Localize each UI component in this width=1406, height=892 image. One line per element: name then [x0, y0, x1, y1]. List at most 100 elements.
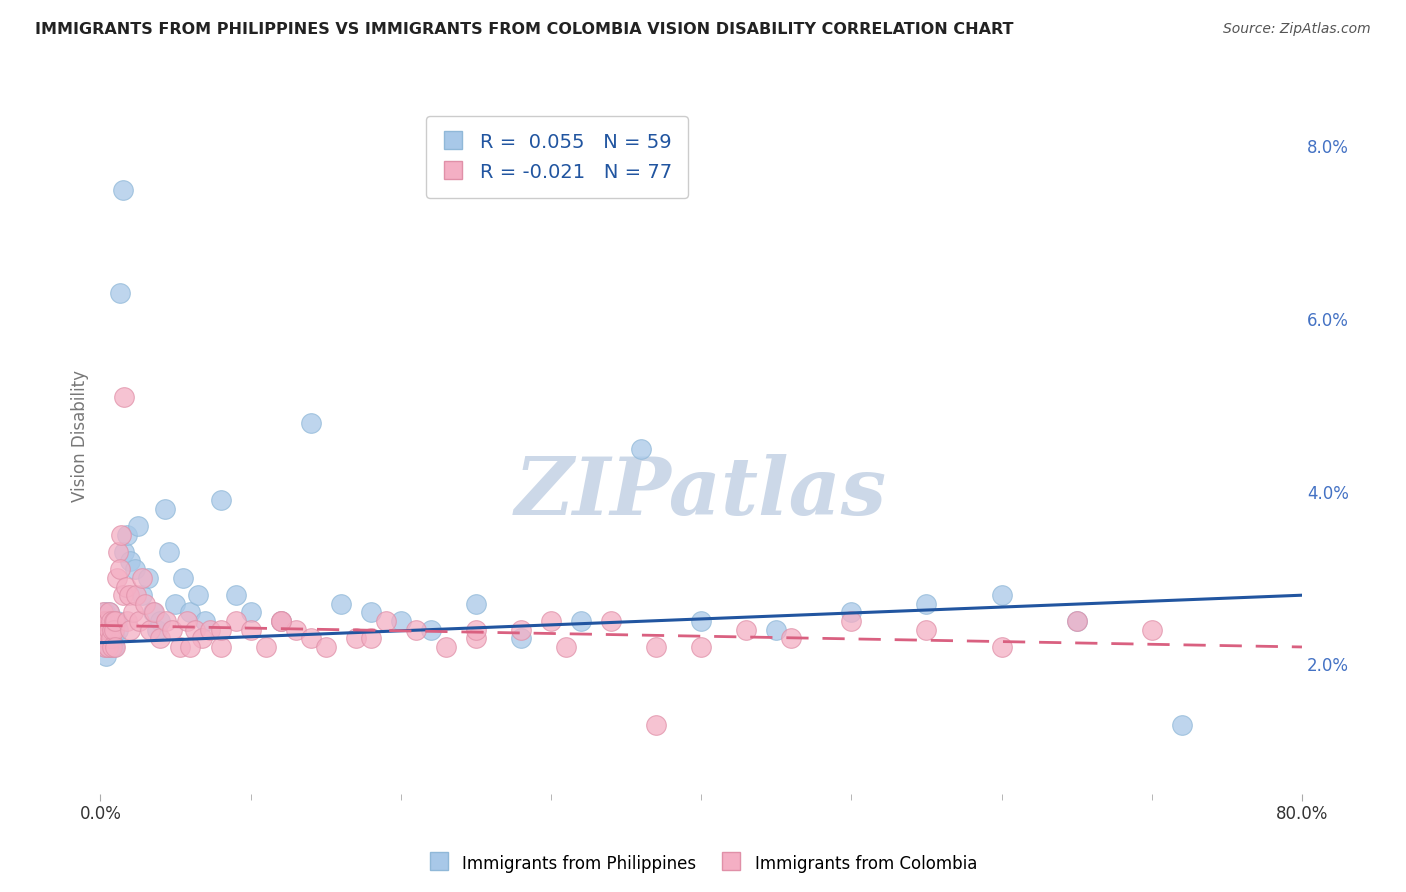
Point: [374, 614, 396, 628]
Point: [101, 614, 124, 628]
Point: [159, 545, 181, 559]
Point: [143, 606, 166, 620]
Point: [127, 519, 149, 533]
Point: [104, 640, 127, 654]
Point: [107, 545, 129, 559]
Point: [103, 623, 125, 637]
Point: [360, 606, 382, 620]
Point: [118, 588, 141, 602]
Point: [915, 623, 938, 637]
Point: [209, 623, 232, 637]
Point: [464, 632, 486, 646]
Point: [103, 640, 125, 654]
Point: [104, 614, 127, 628]
Point: [1140, 623, 1163, 637]
Point: [110, 528, 132, 542]
Point: [434, 640, 457, 654]
Point: [209, 493, 232, 508]
Point: [540, 614, 562, 628]
Point: [124, 562, 146, 576]
Point: [990, 588, 1012, 602]
Point: [191, 632, 214, 646]
Point: [254, 640, 277, 654]
Point: [108, 562, 131, 576]
Point: [149, 614, 172, 628]
Point: [94, 606, 117, 620]
Point: [100, 640, 122, 654]
Point: [125, 588, 148, 602]
Point: [94, 614, 117, 628]
Point: [915, 597, 938, 611]
Point: [187, 588, 209, 602]
Point: [93, 623, 115, 637]
Point: [101, 623, 124, 637]
Point: [93, 606, 115, 620]
Point: [299, 632, 322, 646]
Point: [103, 623, 125, 637]
Point: [107, 623, 129, 637]
Point: [405, 623, 427, 637]
Point: [344, 632, 367, 646]
Y-axis label: Vision Disability: Vision Disability: [72, 369, 89, 501]
Point: [134, 597, 156, 611]
Point: [360, 632, 382, 646]
Point: [990, 640, 1012, 654]
Point: [169, 640, 191, 654]
Point: [172, 571, 194, 585]
Point: [225, 588, 247, 602]
Point: [299, 416, 322, 430]
Point: [90, 614, 112, 628]
Text: ZIPatlas: ZIPatlas: [515, 454, 887, 532]
Point: [97, 614, 120, 628]
Point: [600, 614, 623, 628]
Point: [97, 632, 120, 646]
Point: [94, 640, 117, 654]
Point: [108, 286, 131, 301]
Point: [184, 623, 207, 637]
Legend: Immigrants from Philippines, Immigrants from Colombia: Immigrants from Philippines, Immigrants …: [422, 847, 984, 880]
Point: [569, 614, 592, 628]
Point: [239, 606, 262, 620]
Point: [138, 571, 160, 585]
Point: [509, 623, 531, 637]
Point: [101, 632, 124, 646]
Point: [153, 502, 176, 516]
Point: [841, 606, 863, 620]
Point: [1066, 614, 1088, 628]
Point: [198, 623, 221, 637]
Text: Source: ZipAtlas.com: Source: ZipAtlas.com: [1223, 22, 1371, 37]
Point: [509, 632, 531, 646]
Point: [103, 614, 125, 628]
Point: [329, 597, 352, 611]
Point: [98, 606, 121, 620]
Point: [112, 390, 135, 404]
Point: [117, 614, 139, 628]
Point: [120, 623, 142, 637]
Point: [841, 614, 863, 628]
Point: [176, 614, 198, 628]
Point: [115, 580, 138, 594]
Point: [111, 183, 134, 197]
Point: [270, 614, 292, 628]
Point: [117, 528, 139, 542]
Point: [780, 632, 803, 646]
Point: [131, 571, 153, 585]
Point: [105, 614, 128, 628]
Point: [100, 632, 122, 646]
Point: [464, 597, 486, 611]
Point: [179, 640, 201, 654]
Point: [690, 614, 713, 628]
Point: [630, 442, 652, 456]
Point: [645, 717, 668, 731]
Point: [96, 623, 118, 637]
Point: [284, 623, 307, 637]
Point: [270, 614, 292, 628]
Point: [101, 640, 124, 654]
Point: [149, 632, 172, 646]
Point: [555, 640, 578, 654]
Point: [112, 545, 135, 559]
Point: [98, 606, 121, 620]
Point: [464, 623, 486, 637]
Point: [100, 614, 122, 628]
Point: [90, 632, 112, 646]
